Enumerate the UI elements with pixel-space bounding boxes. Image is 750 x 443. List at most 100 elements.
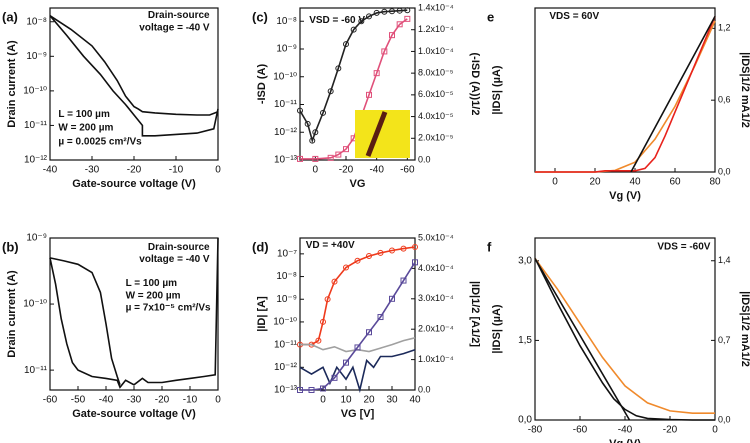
y2-tick-label: 6.0x10⁻⁵ [418,89,454,99]
marker [373,9,380,16]
series-line [300,261,416,391]
y2-tick-label: 1.0x10⁻⁴ [418,46,454,56]
y-tick-label: 10⁻¹¹ [24,365,48,376]
marker [304,120,311,127]
x-tick-label: -20 [663,425,678,436]
series-line [300,246,416,346]
panel-label: f [487,239,492,254]
marker [389,32,395,39]
y2-tick-label: 1.4x10⁻⁴ [418,2,454,12]
marker [343,146,349,153]
marker [366,91,372,98]
marker [320,318,326,325]
y-tick-label: 10⁻¹² [274,362,298,373]
marker [354,344,361,351]
y2-tick-label: 0,7 [718,335,731,345]
x-tick-label: -40 [99,395,114,406]
series-line [534,257,715,421]
x-tick-label: -60 [573,425,588,436]
y-tick-label: 3,0 [518,255,532,266]
x-tick-label: 0 [712,425,718,436]
y2-tick-label: 1,4 [718,255,731,265]
panel-label: (d) [252,239,269,254]
x-tick-label: -30 [85,165,100,176]
marker [315,337,322,344]
x-axis-title: Gate-source voltage (V) [72,408,196,420]
x-tick-label: -50 [71,395,86,406]
marker [354,257,361,264]
y2-tick-label: 1.0x10⁻⁴ [418,354,454,364]
y2-tick-label: 2.0x10⁻⁵ [418,133,454,143]
x-tick-label: 80 [709,177,721,188]
annotation: µ = 7x10⁻⁵ cm²/Vs [126,303,211,314]
y-axis-title: Drain current (A) [6,270,18,358]
marker [373,70,380,77]
series-line [49,15,219,137]
series-line [299,348,416,394]
panel: (a) -40 -30 -20 -10 0 10⁻¹² 10⁻¹¹ 10⁻¹⁰ 10⁻⁹ 10⁻⁸ G… [2,7,221,190]
y-tick-label: 10⁻¹¹ [274,99,298,110]
x-tick-label: -20 [127,165,142,176]
y-tick-label: 10⁻¹¹ [24,120,48,131]
y-tick-label: 10⁻¹² [274,127,298,138]
x-tick-label: -10 [169,165,184,176]
marker [400,245,407,252]
y2-axis-title: |IDS|1/2 mA1/2 [739,52,750,128]
marker [309,137,316,144]
annotation: L = 100 µm [58,109,110,120]
y-tick-label: 0,0 [518,415,532,426]
y-tick-label: 10⁻⁸ [276,271,297,282]
y2-tick-label: 0.0 [418,154,431,164]
x-axis-title: Vg (V) [609,190,641,202]
marker [404,15,411,22]
y2-axis-title: |IDS|1/2 mA1/2 [739,291,750,367]
marker [308,387,315,393]
marker [331,278,338,285]
marker [350,26,357,33]
x-tick-label: 0 [215,395,221,406]
y2-tick-label: 0,6 [718,95,731,105]
annotation: Drain-source [148,242,210,253]
annotation: VDS = -60V [657,242,710,253]
series-line [49,15,219,116]
y-tick-label: 10⁻¹³ [274,385,298,396]
marker [312,155,319,162]
x-tick-label: -60 [400,165,415,176]
x-tick-label: -30 [127,395,142,406]
marker [297,107,303,114]
marker [297,155,303,162]
series-line [534,258,715,414]
marker [324,296,331,303]
y-axis-title: -ISD (A) [256,64,268,105]
marker [343,359,349,366]
panel: (d) 0 10 20 30 40 10⁻¹³ 10⁻¹² 10⁻¹¹ 10⁻¹⁰ 10⁻⁹ 10⁻⁸… [252,232,481,420]
y-tick-label: 10⁻¹¹ [274,339,298,350]
y2-tick-label: 0,0 [718,166,731,176]
y2-tick-label: 4.0x10⁻⁵ [418,111,454,121]
y2-tick-label: 1,2 [718,23,731,33]
x-tick-label: -80 [528,425,543,436]
y2-tick-label: 5.0x10⁻⁴ [418,232,454,242]
marker [343,264,349,271]
panel: (c) 0 -20 -40 -60 10⁻¹³ 10⁻¹² 10⁻¹¹ 10⁻¹⁰ 10⁻⁹ 10⁻… [252,2,481,190]
plot-frame [299,7,416,161]
plot-frame [534,237,716,421]
x-tick-label: -40 [618,425,633,436]
y2-tick-label: 0.0 [418,384,431,394]
x-tick-label: 20 [589,177,601,188]
y-tick-label: 10⁻¹⁰ [23,86,47,97]
y-tick-label: 10⁻¹³ [274,155,298,166]
panel-label: (c) [252,9,268,24]
marker [320,109,326,116]
y2-tick-label: 4.0x10⁻⁴ [418,263,454,273]
annotation: W = 200 µm [58,123,113,134]
marker [335,151,342,158]
series-line [535,20,716,173]
plot-frame [299,237,416,391]
x-tick-label: -20 [339,165,354,176]
marker [366,13,372,20]
x-tick-label: 0 [215,165,221,176]
panel: (b) -60 -50 -40 -30 -20 -10 0 10⁻¹¹ 10⁻¹⁰ 10⁻⁹ Gate… [2,233,221,420]
y-axis-title: |IDS| (µA) [491,65,503,114]
